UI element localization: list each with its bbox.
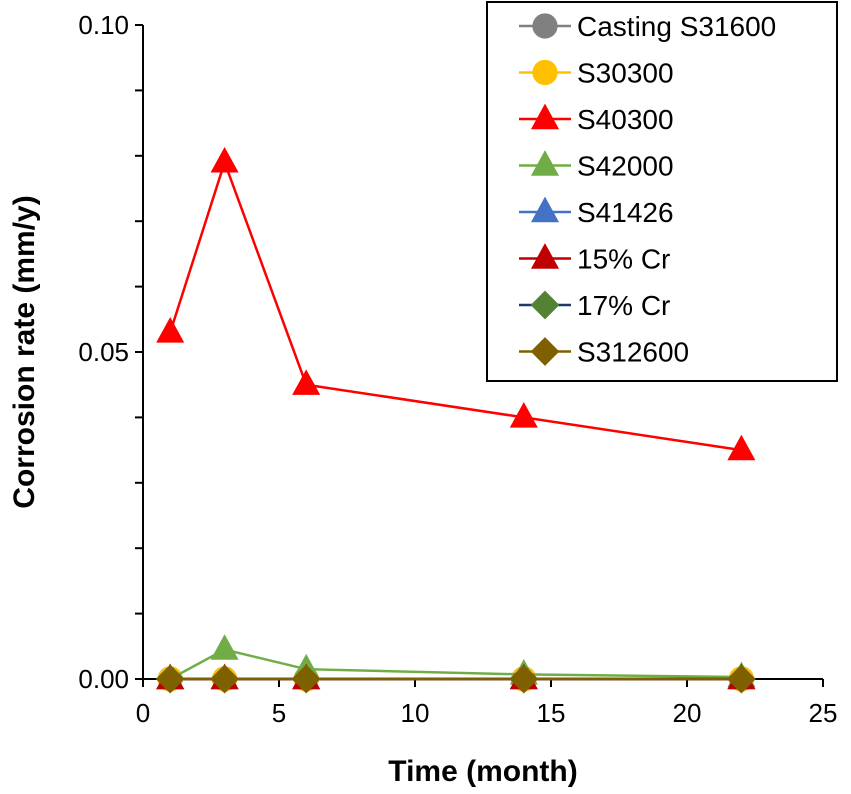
legend-item: S42000	[519, 150, 674, 182]
x-tick-label: 5	[272, 698, 286, 728]
series-s312600	[155, 664, 756, 694]
legend-item: 15% Cr	[519, 243, 670, 275]
legend-label: S42000	[577, 151, 674, 182]
legend: Casting S31600 S30300 S40300 S42000 S41426 15…	[486, 1, 838, 382]
legend-marker	[530, 337, 560, 366]
data-point	[727, 664, 756, 694]
x-tick-label: 20	[673, 698, 702, 728]
legend-label: S30300	[577, 58, 674, 89]
x-tick-label: 25	[809, 698, 838, 728]
data-point	[210, 664, 239, 694]
axes: 0.00 0.05 0.10 0 5 10 15 20 25	[78, 10, 837, 728]
data-point	[156, 317, 185, 343]
legend-label: S41426	[577, 197, 674, 228]
legend-marker	[530, 290, 560, 320]
series-s42000	[156, 634, 756, 690]
legend-item: S312600	[519, 337, 689, 368]
legend-item: Casting S31600	[519, 11, 776, 42]
legend-marker	[532, 59, 558, 86]
x-tick-label: 10	[401, 698, 430, 728]
data-point	[155, 664, 185, 694]
legend-marker	[532, 13, 558, 39]
legend-label: 15% Cr	[577, 244, 670, 275]
data-point	[509, 402, 538, 428]
x-axis-title: Time (month)	[388, 755, 577, 788]
x-tick-label: 15	[537, 698, 566, 728]
data-point	[509, 664, 539, 694]
data-point	[291, 664, 321, 694]
y-axis-title: Corrosion rate (mm/y)	[8, 195, 41, 508]
legend-item: S40300	[519, 103, 674, 135]
series-s40300	[156, 146, 756, 461]
series-line	[169, 648, 742, 681]
legend-marker	[530, 243, 560, 269]
legend-label: S40300	[577, 104, 674, 135]
series-layer	[155, 146, 756, 694]
legend-item: 17% Cr	[519, 290, 670, 321]
data-point	[292, 369, 321, 395]
data-point	[727, 434, 756, 461]
y-tick-label: 0.05	[78, 337, 129, 367]
legend-marker	[530, 103, 560, 130]
legend-label: 17% Cr	[577, 290, 670, 321]
data-point	[210, 146, 239, 173]
legend-item: S30300	[519, 58, 674, 89]
legend-marker	[530, 196, 560, 223]
legend-item: S41426	[519, 196, 674, 228]
data-point	[210, 634, 239, 660]
legend-marker	[530, 150, 560, 176]
x-tick-label: 0	[136, 698, 150, 728]
legend-label: S312600	[577, 337, 689, 368]
y-tick-label: 0.10	[78, 10, 129, 40]
y-tick-label: 0.00	[78, 664, 129, 694]
legend-label: Casting S31600	[577, 11, 776, 42]
